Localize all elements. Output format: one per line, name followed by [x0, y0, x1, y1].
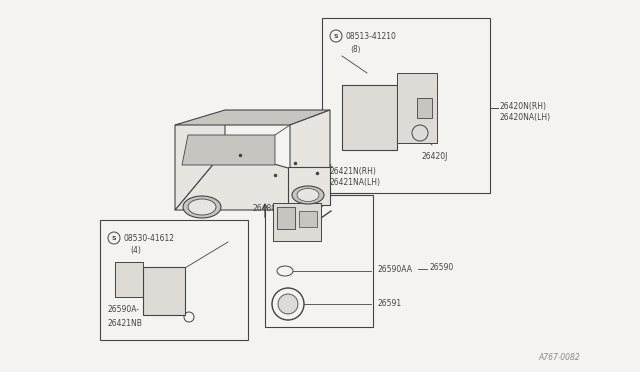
Text: 26421N(RH): 26421N(RH)	[330, 167, 377, 176]
Text: 26420N(RH): 26420N(RH)	[500, 102, 547, 110]
Bar	[143, 267, 185, 315]
Text: (4): (4)	[130, 246, 141, 254]
Bar	[397, 73, 437, 143]
Polygon shape	[290, 110, 330, 210]
Polygon shape	[175, 150, 330, 210]
Bar	[288, 167, 330, 205]
Polygon shape	[182, 135, 275, 165]
Bar	[277, 207, 295, 229]
Bar	[342, 85, 397, 150]
Text: 26420NA(LH): 26420NA(LH)	[500, 112, 551, 122]
Bar	[299, 211, 317, 227]
Text: 26421NA(LH): 26421NA(LH)	[330, 177, 381, 186]
Text: 26590A-: 26590A-	[108, 305, 140, 314]
Text: ⟨8⟩: ⟨8⟩	[350, 45, 361, 54]
Polygon shape	[175, 110, 330, 125]
Polygon shape	[175, 115, 225, 210]
Ellipse shape	[183, 196, 221, 218]
Bar	[273, 203, 321, 241]
Text: A767⋅0082: A767⋅0082	[538, 353, 580, 362]
Text: 26591: 26591	[377, 298, 401, 308]
Text: 26421NB: 26421NB	[108, 318, 143, 327]
Text: 26590: 26590	[429, 263, 453, 273]
Bar	[100, 220, 248, 340]
Bar	[115, 262, 143, 297]
Text: 08513-41210: 08513-41210	[345, 32, 396, 41]
Ellipse shape	[188, 199, 216, 215]
Text: 08530-41612: 08530-41612	[123, 234, 174, 243]
Text: 26480: 26480	[253, 203, 277, 212]
Bar	[417, 98, 432, 118]
Text: S: S	[112, 235, 116, 241]
Text: 26420J: 26420J	[422, 151, 449, 160]
Circle shape	[278, 294, 298, 314]
Ellipse shape	[292, 186, 324, 204]
Bar	[265, 195, 373, 327]
Text: 26590AA: 26590AA	[377, 264, 412, 273]
Bar	[322, 18, 490, 193]
Text: S: S	[333, 33, 339, 38]
Ellipse shape	[297, 189, 319, 202]
